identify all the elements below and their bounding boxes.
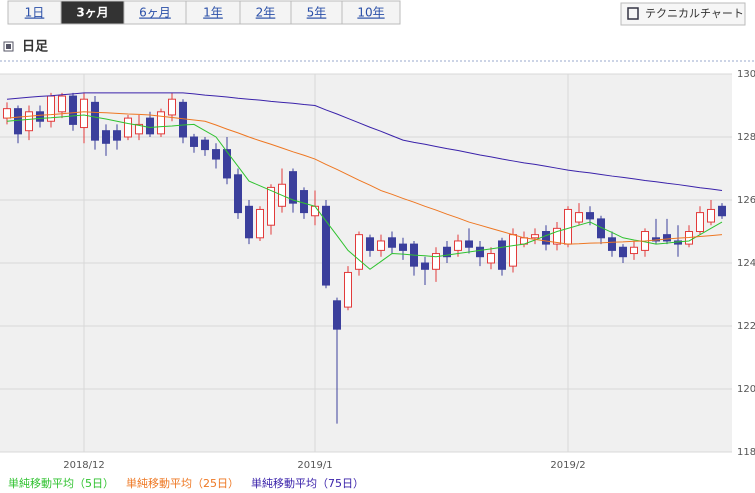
- candle-body: [58, 95, 66, 113]
- candle-body: [608, 237, 616, 251]
- y-tick-label: 126: [737, 195, 755, 206]
- candle-body: [388, 237, 396, 248]
- candle-body: [377, 240, 385, 251]
- candle-body: [69, 95, 77, 125]
- candle-body: [531, 234, 539, 239]
- candle-body: [256, 208, 264, 239]
- tab-label[interactable]: 1日: [25, 6, 45, 20]
- legend-entry: 単純移動平均（5日）: [8, 476, 114, 490]
- candle-body: [113, 130, 121, 141]
- candle-body: [707, 208, 715, 223]
- candle-body: [3, 108, 11, 119]
- y-tick-label: 120: [737, 384, 755, 395]
- candle-body: [553, 227, 561, 245]
- candle-body: [443, 246, 451, 258]
- candle-body: [366, 237, 374, 251]
- moving-average-line: [6, 114, 723, 270]
- legend-entry: 単純移動平均（75日）: [251, 476, 364, 490]
- candle-body: [630, 246, 638, 255]
- tab-label[interactable]: 10年: [357, 6, 384, 20]
- candle-body: [168, 98, 176, 116]
- candle-body: [223, 149, 231, 179]
- x-tick-label: 2019/1: [297, 460, 332, 471]
- candle-body: [487, 253, 495, 264]
- candle-body: [14, 108, 22, 135]
- candle-body: [91, 101, 99, 141]
- technical-button[interactable]: [620, 2, 746, 26]
- candle-body: [399, 243, 407, 251]
- candle-body: [597, 218, 605, 239]
- moving-average-line: [6, 92, 723, 192]
- tab-label[interactable]: 2年: [256, 6, 276, 20]
- candle-body: [322, 205, 330, 286]
- moving-average-line: [6, 111, 723, 245]
- candle-body: [190, 136, 198, 147]
- candle-body: [234, 174, 242, 214]
- tab-label[interactable]: 1年: [203, 6, 223, 20]
- candle-body: [454, 240, 462, 251]
- candle-body: [267, 186, 275, 226]
- tab-label[interactable]: 5年: [307, 6, 327, 20]
- candle-body: [344, 271, 352, 308]
- candle-body: [245, 205, 253, 239]
- x-tick-label: 2019/2: [550, 460, 585, 471]
- y-tick-label: 130: [737, 69, 755, 80]
- heading-icon-inner: [6, 44, 11, 49]
- candle-body: [476, 246, 484, 258]
- candle-body: [498, 240, 506, 270]
- candle-body: [509, 234, 517, 267]
- candle-body: [421, 262, 429, 270]
- button-label[interactable]: テクニカルチャート: [645, 7, 744, 20]
- y-tick-label: 124: [737, 258, 755, 269]
- y-tick-label: 118: [737, 447, 755, 458]
- candle-body: [575, 212, 583, 223]
- y-tick-label: 122: [737, 321, 755, 332]
- candle-body: [146, 117, 154, 135]
- candle-body: [333, 300, 341, 330]
- candle-body: [212, 149, 220, 160]
- candle-body: [663, 234, 671, 242]
- candle-body: [432, 253, 440, 270]
- button-icon: [627, 7, 639, 20]
- candle-body: [300, 190, 308, 214]
- candle-body: [542, 231, 550, 245]
- heading: 日足: [22, 40, 49, 55]
- candle-body: [201, 139, 209, 151]
- candle-body: [586, 212, 594, 220]
- tab-label[interactable]: 3ヶ月: [76, 6, 108, 20]
- candle-body: [102, 130, 110, 144]
- x-tick-label: 2018/12: [63, 460, 105, 471]
- candle-body: [289, 171, 297, 204]
- y-tick-label: 128: [737, 132, 755, 143]
- candle-body: [311, 205, 319, 217]
- candle-body: [718, 205, 726, 217]
- candle-body: [25, 111, 33, 132]
- candle-body: [157, 111, 165, 135]
- legend-entry: 単純移動平均（25日）: [126, 476, 239, 490]
- candle-body: [465, 240, 473, 248]
- candle-body: [80, 98, 88, 129]
- candle-body: [619, 246, 627, 258]
- candle-body: [696, 212, 704, 233]
- candle-body: [36, 111, 44, 122]
- candle-body: [355, 234, 363, 270]
- candle-body: [179, 101, 187, 138]
- tab[interactable]: [341, 0, 401, 25]
- candle-body: [135, 123, 143, 135]
- tab-label[interactable]: 6ヶ月: [139, 6, 171, 20]
- candle-body: [124, 117, 132, 138]
- candle-body: [564, 208, 572, 245]
